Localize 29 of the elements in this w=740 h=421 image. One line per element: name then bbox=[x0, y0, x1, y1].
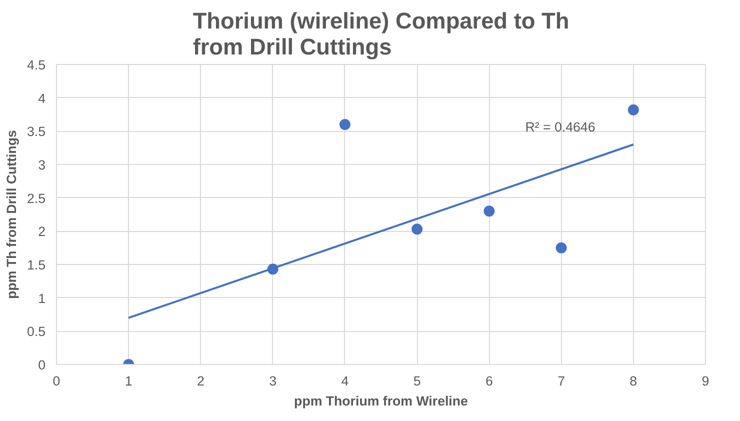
point bbox=[339, 119, 350, 130]
x-tick-label: 3 bbox=[269, 374, 277, 388]
y-tick-label: 0.5 bbox=[26, 324, 46, 340]
point bbox=[628, 104, 639, 116]
x-tick-label: 5 bbox=[413, 374, 421, 388]
y-tick-label: 4 bbox=[38, 90, 46, 106]
y-tick-label: 1.5 bbox=[26, 258, 46, 272]
x-tick-label: 7 bbox=[558, 374, 565, 388]
y-tick-label: 3 bbox=[38, 158, 46, 172]
y-tick-label: 2 bbox=[38, 224, 46, 240]
y-tick-label: 0 bbox=[38, 358, 46, 372]
x-tick-label: 8 bbox=[630, 374, 638, 388]
point bbox=[412, 224, 423, 235]
x-tick-label: 2 bbox=[197, 374, 204, 388]
y-tick-label: 1 bbox=[38, 290, 46, 306]
y-tick-label: 4.5 bbox=[26, 58, 46, 72]
y-tick-label: 3.5 bbox=[26, 124, 46, 140]
x-axis-title: ppm Thorium from Wireline bbox=[294, 394, 468, 408]
y-axis-title: ppm Th from Drill Cuttings bbox=[4, 130, 19, 299]
x-tick-label: 4 bbox=[341, 374, 350, 388]
y-tick-label: 2.5 bbox=[26, 190, 46, 206]
annotation: R² = 0.4646 bbox=[525, 120, 596, 134]
x-tick-label: 1 bbox=[124, 374, 132, 388]
point bbox=[556, 242, 567, 254]
x-tick-label: 6 bbox=[485, 374, 493, 388]
x-tick-label: 0 bbox=[52, 374, 60, 388]
x-tick-label: 9 bbox=[702, 374, 710, 388]
chart-title: Thorium (wireline) Compared to Th from Drill Cuttings bbox=[192, 8, 570, 60]
point bbox=[484, 206, 495, 217]
